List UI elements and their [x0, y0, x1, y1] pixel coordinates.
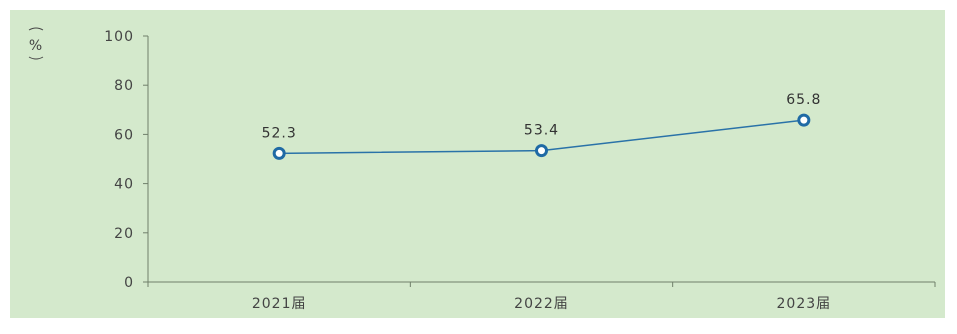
- y-axis-unit-label: %: [29, 38, 43, 54]
- data-point: [797, 113, 811, 127]
- data-point: [535, 144, 548, 158]
- y-tick-label: 80: [114, 78, 134, 94]
- y-tick-label: 100: [104, 29, 134, 45]
- line-chart: % 0 20 40 60 80 100 2021届 2022届 2023届 52.3 53.4 6…: [28, 27, 936, 312]
- unit-paren-bottom: [28, 56, 44, 60]
- y-tick-label: 40: [114, 177, 134, 193]
- y-axis-unit: %: [28, 27, 44, 60]
- data-label: 65.8: [786, 92, 821, 108]
- series-markers: [272, 113, 811, 160]
- y-ticks: 0 20 40 60 80 100: [104, 29, 148, 291]
- data-labels: 52.3 53.4 65.8: [262, 92, 821, 141]
- axes: [147, 36, 935, 283]
- data-label: 53.4: [524, 123, 559, 139]
- x-tick-label: 2021届: [252, 296, 307, 312]
- data-point: [272, 146, 286, 160]
- chart-panel: % 0 20 40 60 80 100 2021届 2022届 2023届 52.3 53.4 6…: [10, 10, 945, 318]
- y-tick-label: 20: [114, 226, 134, 242]
- x-tick-label: 2022届: [514, 296, 569, 312]
- y-tick-label: 60: [114, 127, 134, 143]
- data-label: 52.3: [262, 125, 297, 141]
- unit-paren-top: [28, 27, 44, 31]
- x-tick-label: 2023届: [777, 296, 832, 312]
- y-tick-label: 0: [124, 275, 134, 291]
- x-ticks: 2021届 2022届 2023届: [147, 282, 936, 312]
